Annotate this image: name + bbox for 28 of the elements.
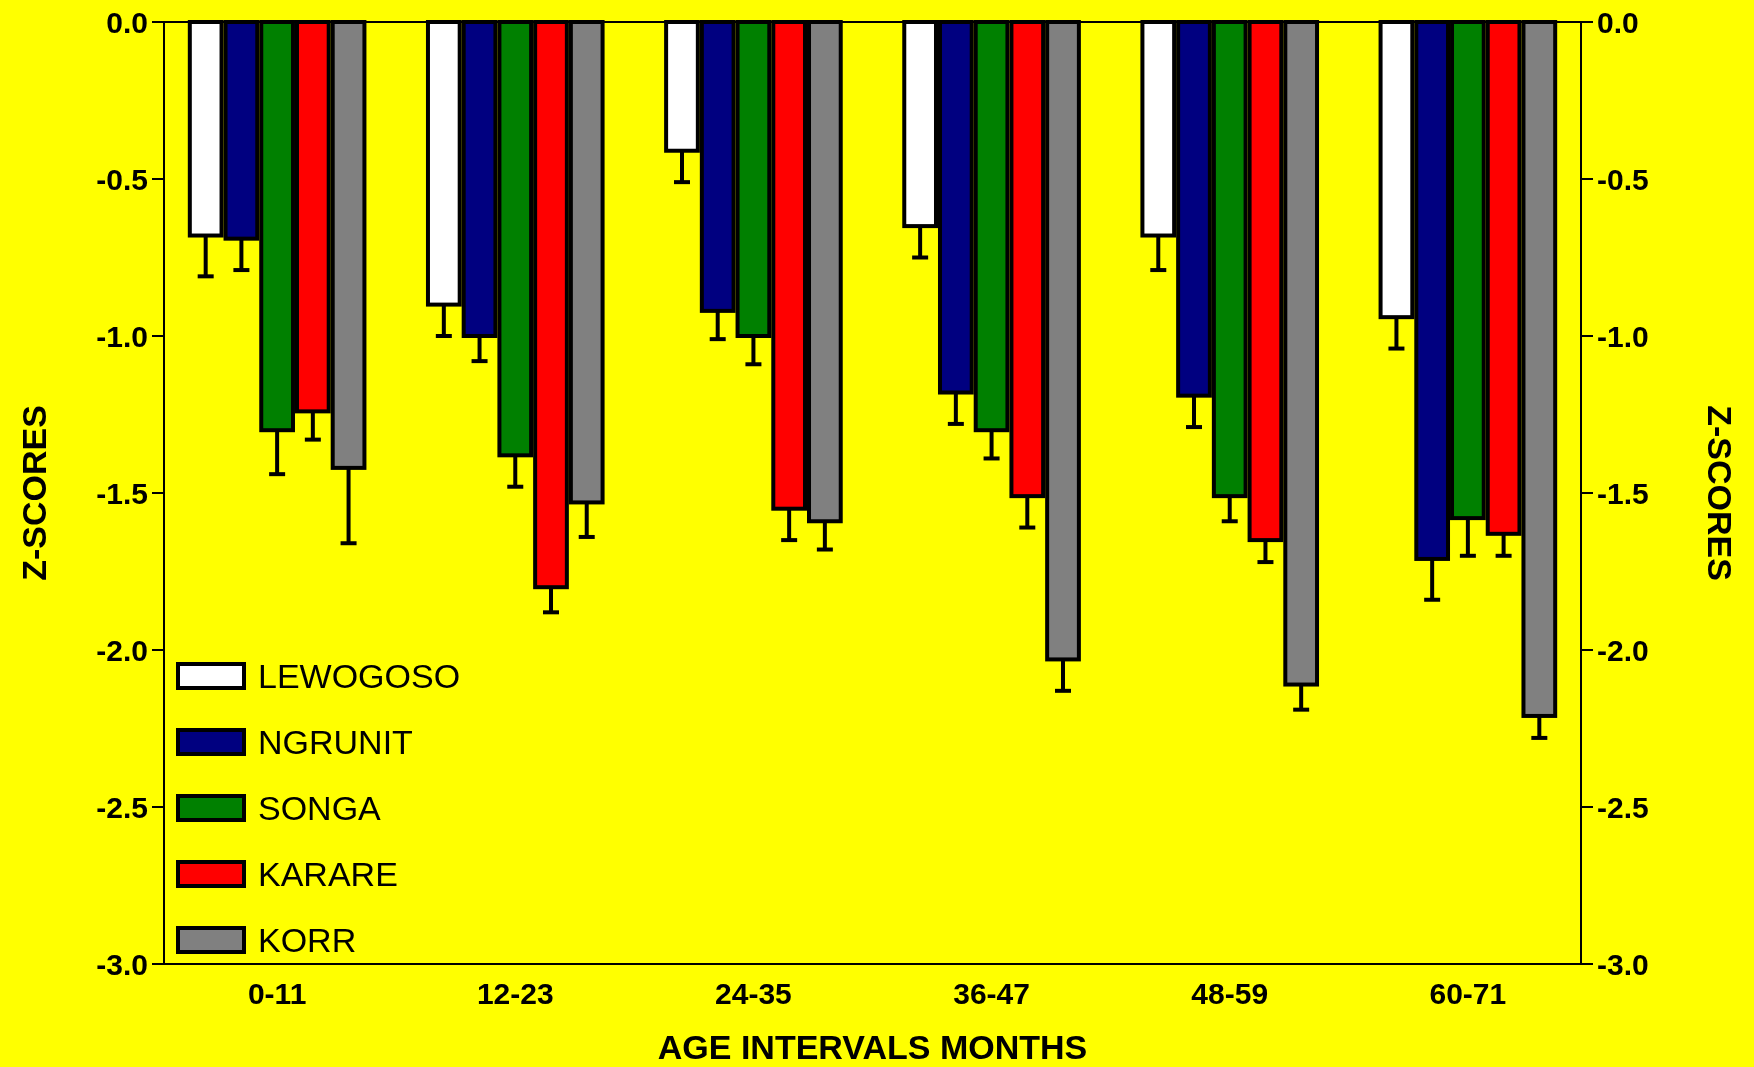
x-tick-label: 0-11 — [247, 977, 307, 1010]
y-tick-label: -1.0 — [96, 319, 148, 353]
y2-tick-label: -1.5 — [1597, 476, 1649, 510]
x-tick-label: 24-35 — [715, 977, 792, 1010]
x-tick-label: 36-47 — [953, 977, 1030, 1010]
y2-tick-label: -2.0 — [1597, 633, 1649, 667]
y-axis-title: Z-SCORES — [15, 405, 53, 581]
y2-axis-title: Z-SCORES — [1701, 405, 1739, 581]
legend-label: SONGA — [258, 788, 382, 827]
x-tick-label: 60-71 — [1429, 977, 1507, 1010]
y-tick-label: -2.5 — [96, 790, 148, 824]
x-axis-title: AGE INTERVALS MONTHS — [657, 1028, 1088, 1066]
legend-label: KARARE — [258, 854, 398, 893]
y-tick-label: 0.0 — [106, 5, 148, 39]
y-tick-label: -1.5 — [96, 476, 148, 510]
y2-tick-label: 0.0 — [1597, 5, 1639, 39]
y-tick-label: -3.0 — [96, 947, 148, 981]
y-tick-label: -2.0 — [96, 633, 148, 667]
y2-tick-label: -2.5 — [1597, 790, 1649, 824]
y2-tick-label: -3.0 — [1597, 947, 1649, 981]
y2-tick-label: -0.5 — [1597, 162, 1649, 196]
legend-label: KORR — [258, 920, 357, 959]
legend-label: NGRUNIT — [258, 722, 413, 761]
x-tick-label: 48-59 — [1191, 977, 1269, 1010]
y2-tick-label: -1.0 — [1597, 319, 1649, 353]
x-tick-label: 12-23 — [476, 977, 554, 1010]
y-tick-label: -0.5 — [96, 162, 148, 196]
legend-label: LEWOGOSO — [258, 656, 461, 695]
